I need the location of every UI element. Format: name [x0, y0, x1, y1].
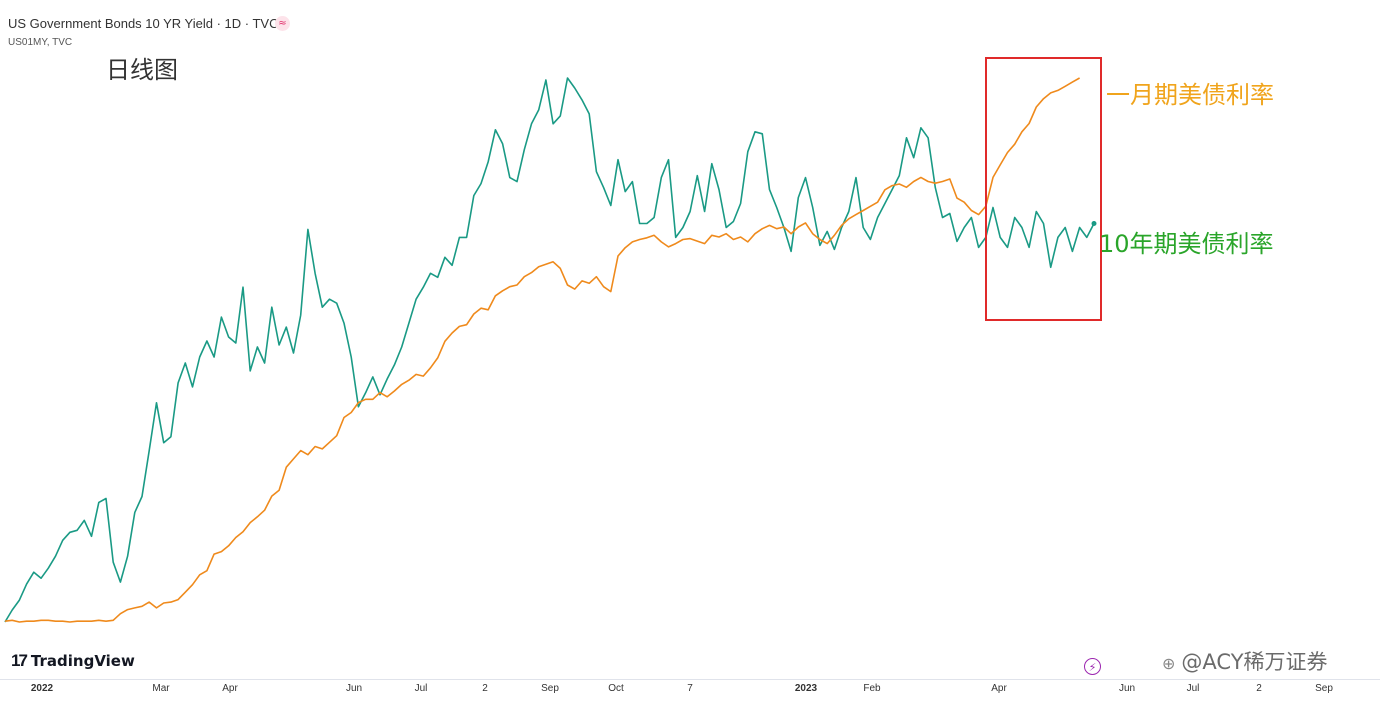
bolt-icon[interactable]: ⚡	[1084, 658, 1101, 675]
x-tick-label: 2	[1256, 683, 1262, 694]
x-tick-label: Sep	[541, 683, 559, 694]
price-chart[interactable]	[0, 0, 1380, 680]
x-tick-label: Apr	[222, 683, 238, 694]
watermark-icon: ⊕	[1162, 654, 1176, 673]
tradingview-logo[interactable]: 17 TradingView	[11, 651, 135, 671]
x-tick-label: Jun	[345, 683, 363, 694]
x-tick-label: Apr	[991, 683, 1007, 694]
x-tick-label: Jul	[1186, 683, 1200, 694]
timeframe-label: 日线图	[106, 56, 178, 84]
x-tick-label: 2023	[794, 683, 818, 694]
x-tick-label: Feb	[863, 683, 881, 694]
x-tick-label: Jul	[414, 683, 428, 694]
symbol-subtitle: US01MY, TVC	[8, 37, 73, 48]
one-month-yield-line	[4, 77, 1080, 623]
x-tick-label: Mar	[152, 683, 170, 694]
x-tick-label: 2	[482, 683, 488, 694]
x-tick-label: Sep	[1315, 683, 1333, 694]
symbol-title: US Government Bonds 10 YR Yield · 1D · T…	[8, 16, 279, 31]
ten-year-yield-line	[4, 77, 1095, 623]
tradingview-logo-text: TradingView	[30, 652, 135, 670]
highlight-box	[985, 57, 1102, 321]
last-value-dot	[1091, 220, 1097, 226]
link-icon[interactable]: ≈	[275, 16, 290, 31]
x-axis-line	[0, 679, 1380, 680]
watermark-text: @ACY稀万证券	[1181, 650, 1328, 674]
one-month-annotation: 一月期美债利率	[1106, 81, 1274, 109]
x-tick-label: Oct	[608, 683, 624, 694]
watermark: ⊕ @ACY稀万证券	[1162, 646, 1328, 676]
tradingview-logo-icon: 17	[11, 651, 28, 670]
x-tick-label: 7	[687, 683, 693, 694]
ten-year-annotation: 10年期美债利率	[1099, 230, 1274, 258]
x-tick-label: Jun	[1118, 683, 1136, 694]
x-tick-label: 2022	[30, 683, 54, 694]
